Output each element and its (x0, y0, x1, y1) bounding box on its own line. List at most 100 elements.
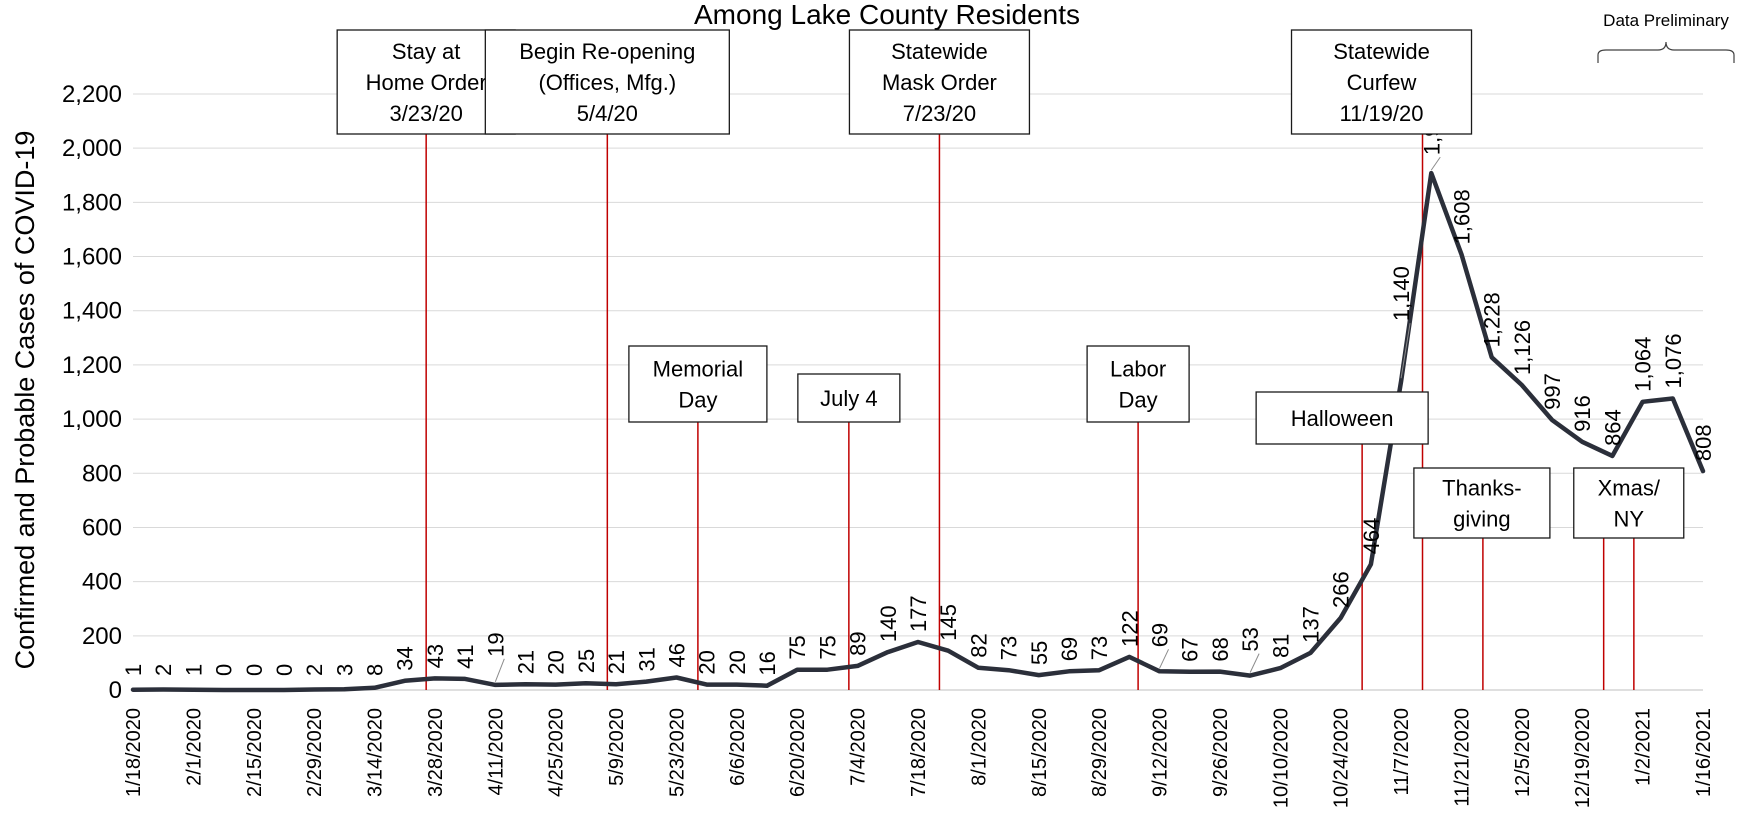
y-tick-label: 2,000 (62, 135, 122, 162)
x-tick-label: 6/20/2020 (787, 708, 809, 797)
data-label: 89 (846, 631, 871, 655)
data-label: 53 (1238, 627, 1263, 651)
data-label: 43 (423, 644, 448, 668)
x-tick-label: 6/6/2020 (727, 708, 749, 786)
data-label: 1,608 (1449, 189, 1474, 244)
event-label: 7/23/20 (903, 101, 976, 126)
event-annotation: Statewide Mask Order 7/23/20 (848, 29, 1031, 135)
x-tick-label: 7/18/2020 (908, 708, 930, 797)
data-label: 68 (1208, 637, 1233, 661)
data-label: 20 (725, 650, 750, 674)
data-label: 19 (483, 632, 508, 656)
data-label: 464 (1359, 518, 1384, 555)
x-tick-label: 5/23/2020 (666, 708, 688, 797)
data-label: 122 (1117, 610, 1142, 647)
x-tick-label: 3/28/2020 (425, 708, 447, 797)
event-annotation: Labor Day (1086, 345, 1190, 423)
data-label: 8 (363, 664, 388, 676)
x-tick-label: 11/21/2020 (1451, 708, 1473, 807)
event-label: Labor (1110, 357, 1166, 382)
event-label: Statewide (1333, 39, 1430, 64)
x-tick-label: 1/2/2021 (1633, 708, 1655, 786)
series-cases (130, 170, 1706, 693)
x-tick-label: 9/26/2020 (1210, 708, 1232, 797)
data-label: 75 (815, 635, 840, 659)
data-preliminary-bracket (1597, 41, 1735, 63)
y-axis-ticks: 0 200 400 600 800 1,000 1,200 1,400 1,600 1,800 2,… (62, 81, 122, 704)
x-tick-label: 5/9/2020 (606, 708, 628, 786)
event-box (1086, 345, 1190, 423)
x-tick-label: 2/1/2020 (183, 708, 205, 786)
data-label: 55 (1027, 641, 1052, 665)
data-label: 864 (1600, 409, 1625, 446)
data-label: 0 (212, 664, 237, 676)
data-label: 137 (1299, 606, 1324, 643)
data-label: 73 (1087, 636, 1112, 660)
event-label: Curfew (1347, 70, 1417, 95)
chart-title: Among Lake County Residents (694, 0, 1080, 30)
event-annotation: July 4 (797, 373, 901, 423)
event-label: Stay at (392, 39, 460, 64)
data-label: 1 (181, 664, 206, 676)
data-label: 21 (604, 650, 629, 674)
x-tick-label: 7/4/2020 (848, 708, 870, 786)
data-label: 266 (1329, 571, 1354, 608)
y-tick-label: 0 (109, 677, 122, 704)
data-label-leader (1430, 156, 1441, 171)
y-tick-label: 1,800 (62, 189, 122, 216)
event-label: Mask Order (882, 70, 997, 95)
event-label: 3/23/20 (389, 101, 462, 126)
x-tick-label: 8/29/2020 (1089, 708, 1111, 797)
y-tick-label: 1,200 (62, 352, 122, 379)
event-label: Thanks- (1442, 476, 1521, 501)
y-tick-label: 1,400 (62, 298, 122, 325)
x-tick-label: 8/1/2020 (968, 708, 990, 786)
x-tick-label: 4/11/2020 (485, 708, 507, 796)
event-annotation: Memorial Day (628, 345, 768, 423)
data-label: 69 (1057, 637, 1082, 661)
y-axis-label: Confirmed and Probable Cases of COVID-19 (10, 131, 40, 670)
data-label-leader (1159, 649, 1169, 669)
data-label: 21 (514, 650, 539, 674)
event-label: (Offices, Mfg.) (538, 70, 676, 95)
event-box (797, 373, 901, 423)
x-tick-label: 2/15/2020 (244, 708, 266, 797)
data-label-leader (494, 658, 505, 683)
y-tick-label: 1,000 (62, 406, 122, 433)
event-label: Day (678, 388, 717, 413)
data-label-leader (1400, 323, 1411, 379)
y-tick-label: 2,200 (62, 81, 122, 108)
data-label: 81 (1268, 634, 1293, 658)
data-label: 16 (755, 651, 780, 675)
event-box (1255, 391, 1429, 445)
x-tick-label: 3/14/2020 (365, 708, 387, 797)
data-label: 69 (1148, 623, 1173, 647)
data-label: 2 (302, 664, 327, 676)
x-tick-label: 10/24/2020 (1331, 708, 1353, 808)
data-label: 46 (664, 643, 689, 667)
data-label: 140 (876, 605, 901, 642)
event-label: Halloween (1291, 406, 1394, 431)
data-label: 20 (544, 650, 569, 674)
x-tick-label: 10/10/2020 (1270, 708, 1292, 808)
event-box (1290, 29, 1473, 135)
data-label: 1 (121, 664, 146, 676)
data-label: 145 (936, 604, 961, 641)
event-label: 11/19/20 (1340, 101, 1424, 126)
event-label: Home Order (366, 70, 487, 95)
x-tick-label: 12/5/2020 (1512, 708, 1534, 797)
data-label: 67 (1178, 637, 1203, 661)
series-line (130, 170, 1706, 693)
y-tick-label: 200 (82, 623, 122, 650)
x-tick-label: 2/29/2020 (304, 708, 326, 797)
data-label: 34 (393, 646, 418, 670)
event-annotation: Begin Re-opening (Offices, Mfg.) 5/4/20 (484, 29, 730, 135)
event-label: Statewide (891, 39, 988, 64)
event-lines (425, 134, 1635, 690)
data-label: 1,140 (1389, 266, 1414, 321)
data-preliminary-label: Data Preliminary (1603, 11, 1729, 30)
data-label: 2 (151, 664, 176, 676)
y-tick-label: 1,600 (62, 244, 122, 271)
event-label: giving (1453, 507, 1510, 532)
x-tick-label: 4/25/2020 (546, 708, 568, 797)
